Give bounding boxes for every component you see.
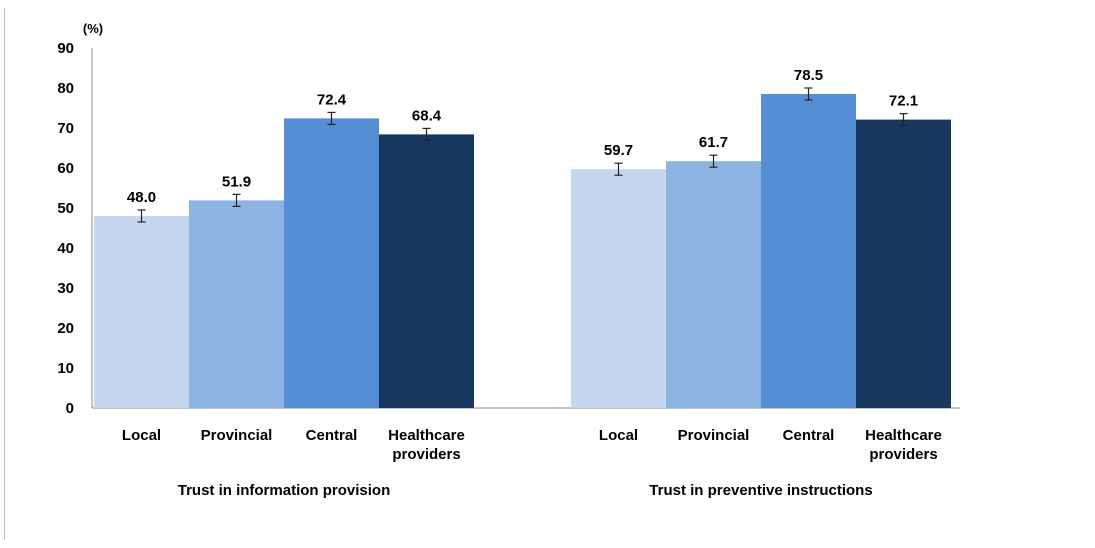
category-label: Healthcare providers [865,427,942,463]
group-label: Trust in information provision [178,482,391,499]
y-tick-label: 10 [57,360,74,377]
bar [571,169,666,408]
y-tick-labels: 0 10 20 30 40 50 60 70 80 90 [57,40,74,417]
data-label: 72.1 [889,93,918,110]
group-labels: Trust in information provision Trust in p… [178,482,873,499]
data-label: 59.7 [604,142,633,159]
bars [94,94,951,409]
left-border-line [4,8,5,540]
data-label: 61.7 [699,134,728,151]
y-tick-label: 50 [57,200,74,217]
bar [189,200,284,408]
category-labels: Local Provincial Central Healthcare provider… [122,427,942,463]
category-label: Provincial [201,427,273,444]
bar [666,161,761,408]
bar [379,134,474,408]
y-tick-label: 20 [57,320,74,337]
category-label: Provincial [678,427,750,444]
bar [856,119,951,408]
category-label: Local [599,427,638,444]
group-label: Trust in preventive instructions [649,482,872,499]
error-bars [137,87,908,223]
y-tick-label: 0 [66,400,74,417]
y-tick-label: 60 [57,160,74,177]
y-tick-label: 40 [57,240,74,257]
y-unit-label: (%) [83,21,103,36]
data-label: 78.5 [794,67,823,84]
data-label: 68.4 [412,107,442,124]
bar [94,216,189,408]
y-tick-label: 90 [57,40,74,57]
bar [284,118,379,409]
category-label: Local [122,427,161,444]
data-label: 51.9 [222,173,251,190]
data-label: 48.0 [127,189,156,206]
category-label: Central [306,427,358,444]
bar [761,94,856,408]
y-tick-label: 80 [57,80,74,97]
category-label: Healthcare providers [388,427,465,463]
y-tick-label: 70 [57,120,74,137]
y-tick-label: 30 [57,280,74,297]
data-label: 72.4 [317,91,347,108]
category-label: Central [783,427,835,444]
value-labels: 48.0 51.9 72.4 68.4 59.7 61.7 78.5 72.1 [127,67,918,206]
